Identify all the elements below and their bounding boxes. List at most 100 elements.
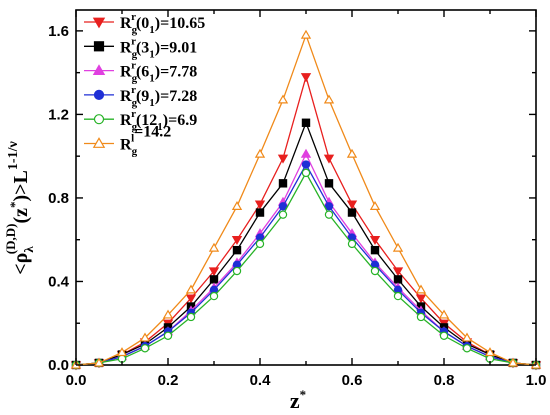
- legend-item: Rgr(01)=10.65: [84, 11, 205, 36]
- series-line: [75, 33, 537, 366]
- y-title-sub: λ: [21, 246, 36, 253]
- series-layer: [70, 29, 542, 371]
- legend-item: Rgl=14.2: [84, 124, 171, 158]
- legend-label-value: )=9.01: [155, 39, 197, 56]
- data-point: [323, 94, 335, 104]
- y-title-exp: 1-1/ν: [6, 141, 21, 171]
- series-5: [70, 29, 542, 369]
- x-axis-title-sup: *: [300, 387, 307, 402]
- legend-label-value: )=7.28: [155, 88, 197, 105]
- data-point: [507, 357, 519, 367]
- data-point: [392, 267, 404, 277]
- data-point: [185, 284, 197, 294]
- legend-label-rest: (12: [136, 112, 157, 129]
- data-point: [162, 309, 174, 319]
- data-point: [185, 294, 197, 304]
- x-tick-label: 0.0: [66, 372, 87, 389]
- legend-label-rest: (6: [136, 64, 149, 81]
- data-point: [301, 168, 311, 178]
- legend-label-rest_sub: 1: [149, 24, 155, 36]
- legend-marker: [92, 64, 106, 76]
- legend-label: Rgr(01)=10.65: [120, 11, 205, 36]
- data-point: [393, 275, 403, 284]
- data-point: [300, 29, 312, 39]
- legend: Rgr(01)=10.65Rgr(31)=9.01Rgr(61)=7.78Rgr…: [84, 11, 205, 158]
- data-point: [462, 344, 472, 353]
- legend-label-sup: l: [131, 133, 134, 145]
- data-point: [438, 309, 450, 319]
- legend-label-value: )=7.78: [155, 64, 197, 81]
- data-point: [209, 275, 219, 284]
- legend-label-rest_sub: 1: [157, 121, 163, 133]
- legend-item: Rgr(91)=7.28: [84, 84, 197, 109]
- data-point: [116, 347, 128, 357]
- data-point: [301, 160, 311, 169]
- y-title-sup: (D,D): [3, 224, 18, 255]
- data-point: [208, 242, 220, 252]
- data-point: [254, 148, 266, 158]
- data-point: [139, 332, 151, 342]
- data-point: [347, 208, 357, 217]
- data-point: [415, 294, 427, 304]
- data-point: [163, 331, 173, 340]
- data-point: [255, 239, 265, 249]
- data-point: [278, 179, 288, 188]
- data-point: [93, 357, 105, 367]
- legend-marker: [92, 17, 106, 29]
- data-point: [346, 148, 358, 158]
- data-point: [393, 291, 403, 301]
- data-point: [461, 332, 473, 342]
- data-point: [324, 179, 334, 188]
- y-title-mid: (z: [10, 208, 32, 224]
- data-point: [140, 344, 150, 353]
- data-point: [208, 267, 220, 277]
- data-point: [439, 331, 449, 340]
- data-point: [415, 284, 427, 294]
- data-point: [232, 266, 242, 276]
- data-point: [277, 94, 289, 104]
- y-tick-label: 1.6: [48, 23, 69, 40]
- data-point: [416, 312, 426, 322]
- data-point: [369, 236, 381, 246]
- legend-item: Rgr(121)=6.9: [84, 108, 197, 133]
- y-tick-label: 0.8: [48, 190, 69, 207]
- legend-label-sup: r: [131, 108, 136, 120]
- legend-marker: [93, 89, 105, 101]
- data-point: [323, 154, 335, 164]
- y-tick-label: 0.4: [48, 273, 70, 290]
- legend-label-base: R: [120, 39, 132, 56]
- legend-label-rest_sub: 1: [149, 97, 155, 109]
- data-point: [370, 245, 380, 255]
- data-point: [277, 154, 289, 164]
- legend-label-value: )=10.65: [155, 15, 205, 32]
- data-point: [231, 236, 243, 246]
- data-point: [369, 200, 381, 210]
- legend-label: Rgr(121)=6.9: [120, 108, 197, 133]
- legend-label-rest: (9: [136, 88, 149, 105]
- legend-label-sub: g: [132, 24, 138, 36]
- legend-label-value: =14.2: [134, 124, 171, 141]
- legend-label-sup: r: [131, 60, 136, 72]
- data-point: [300, 73, 312, 83]
- data-point: [347, 239, 357, 249]
- x-tick-label: 0.8: [434, 372, 455, 389]
- y-tick-label: 0.0: [48, 357, 69, 374]
- legend-label-base: R: [120, 15, 132, 32]
- x-tick-label: 0.6: [342, 372, 363, 389]
- legend-label-sub: g: [132, 121, 138, 133]
- legend-label-base: R: [120, 112, 132, 129]
- legend-label-base: R: [120, 88, 132, 105]
- data-point: [346, 200, 358, 210]
- legend-marker: [93, 41, 105, 52]
- legend-label: Rgr(31)=9.01: [120, 35, 197, 60]
- legend-label-base: R: [120, 64, 132, 81]
- data-point: [254, 200, 266, 210]
- legend-label: Rgl=14.2: [120, 124, 171, 158]
- data-point: [186, 312, 196, 322]
- axes-layer: 0.0 0.2 0.4 0.6 0.8 1.0 0.0 0.4 0.8 1.2 1.6: [48, 10, 546, 389]
- legend-label: Rgr(61)=7.78: [120, 60, 197, 85]
- series-line: [75, 120, 537, 366]
- legend-label-sup: r: [131, 11, 136, 23]
- data-point: [278, 210, 288, 219]
